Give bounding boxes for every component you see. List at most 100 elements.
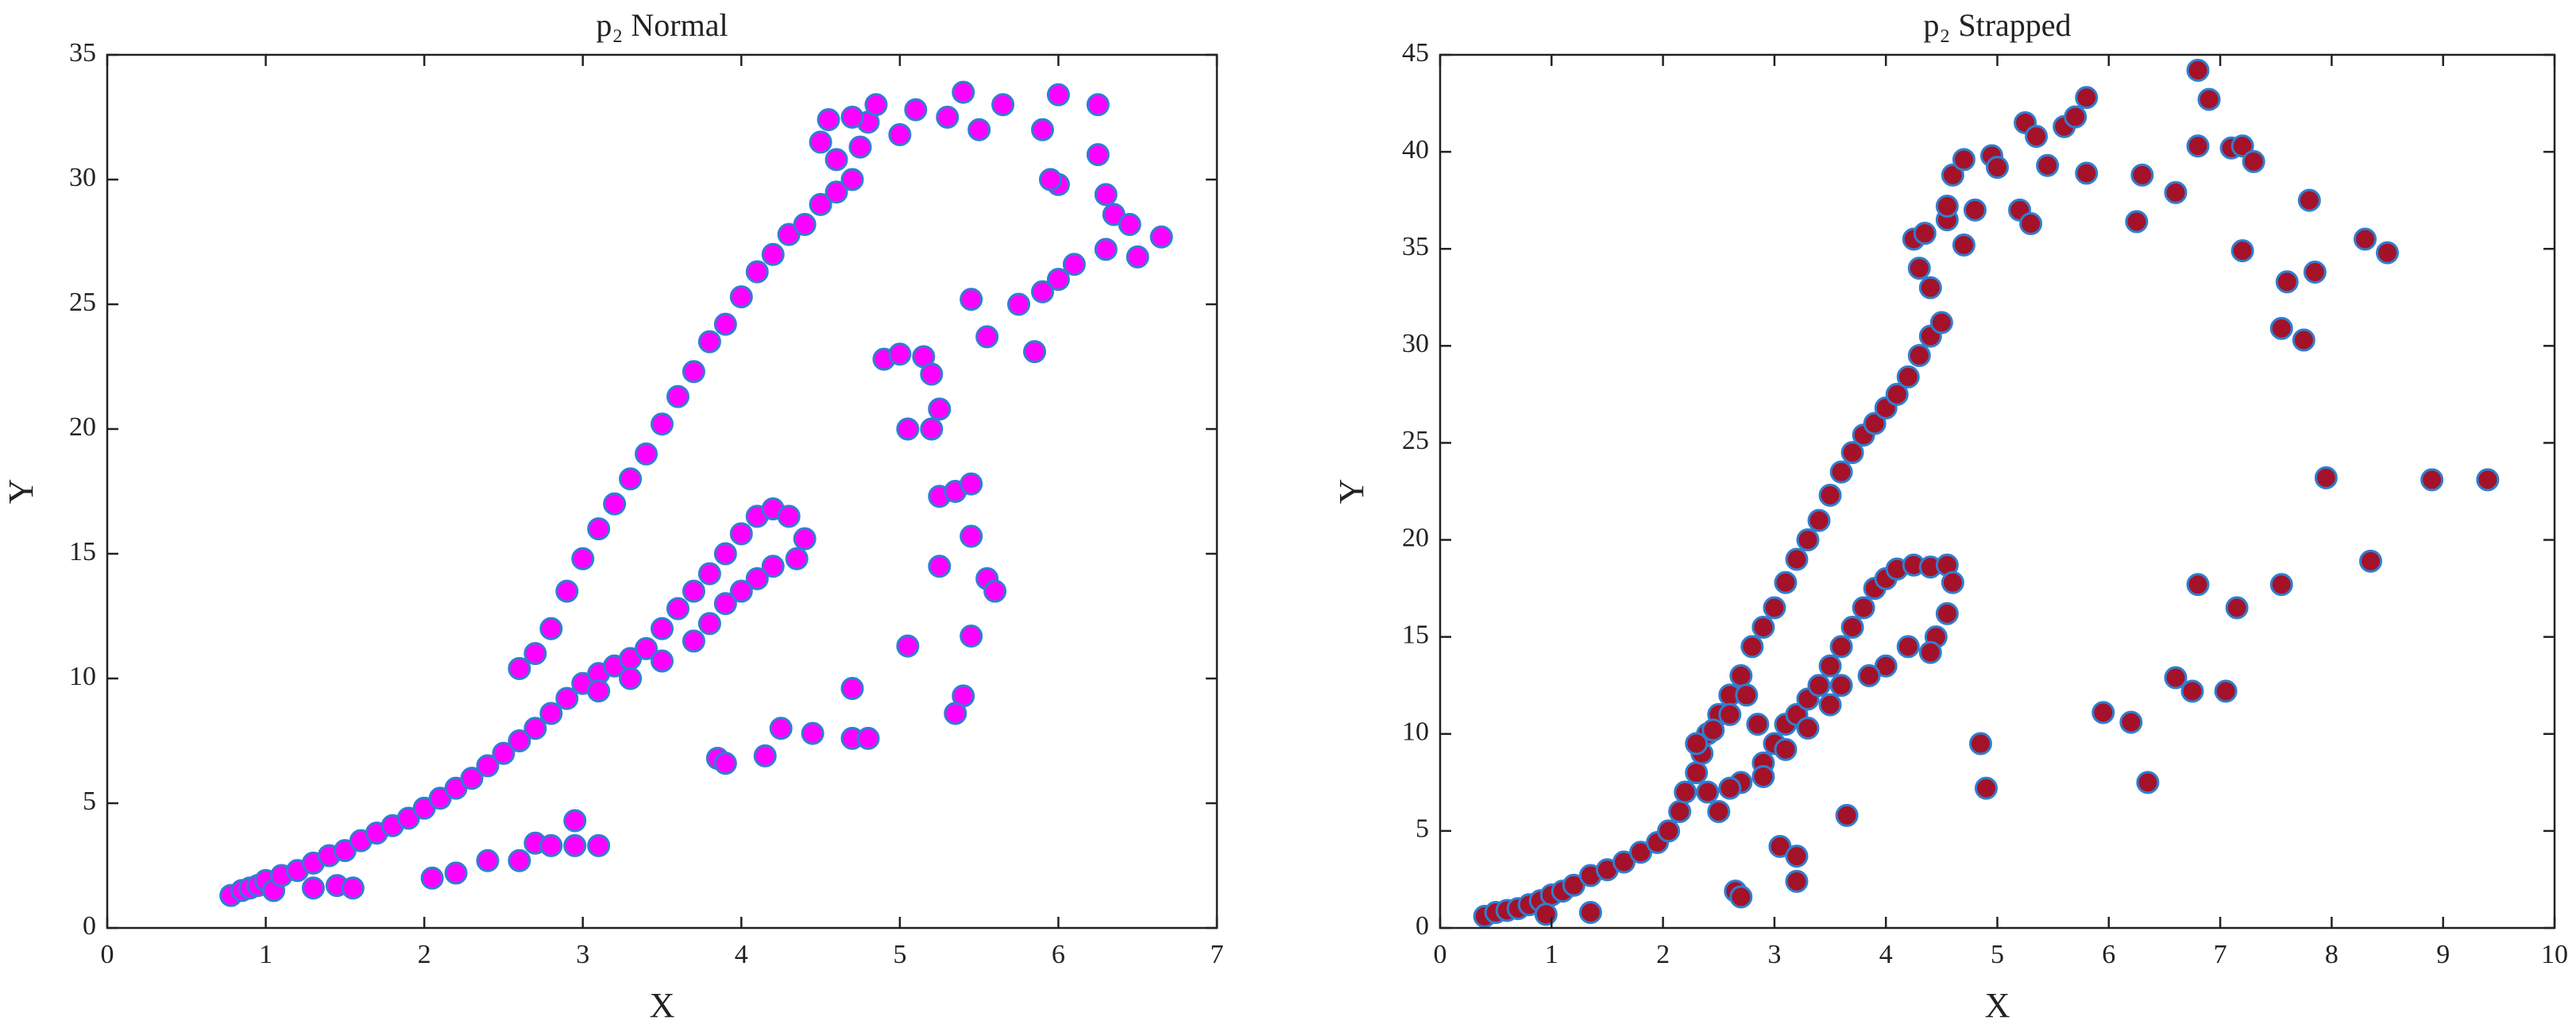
scatter-point	[2359, 549, 2383, 573]
scatter-point	[2476, 468, 2500, 492]
scatter-point	[967, 118, 991, 141]
scatter-point	[817, 108, 840, 132]
scatter-point	[920, 362, 944, 386]
scatter-point	[1718, 776, 1742, 800]
scatter-point	[1774, 570, 1798, 594]
scatter-point	[603, 492, 627, 516]
x-tick-label: 7	[1211, 940, 1224, 969]
scatter-point	[1126, 245, 1149, 269]
scatter-point	[936, 106, 960, 129]
y-tick-label: 10	[69, 662, 96, 691]
scatter-point	[809, 192, 832, 216]
y-tick-label: 35	[69, 38, 96, 68]
scatter-point	[856, 726, 880, 750]
scatter-point	[2064, 105, 2087, 129]
scatter-point	[840, 106, 864, 129]
scatter-point	[587, 679, 611, 703]
scatter-point	[1807, 508, 1831, 532]
scatter-point	[960, 288, 983, 311]
scatter-point	[1735, 683, 1759, 707]
scatter-point	[666, 597, 689, 620]
scatter-point	[619, 667, 643, 690]
scatter-point	[1829, 635, 1853, 659]
y-tick-label: 40	[1402, 135, 1429, 164]
scatter-point	[508, 729, 531, 752]
scatter-point	[1751, 765, 1775, 789]
scatter-point	[777, 504, 801, 528]
scatter-point	[713, 542, 737, 566]
scatter-point	[1974, 776, 1998, 800]
scatter-point	[651, 649, 674, 673]
scatter-point	[2376, 241, 2400, 265]
scatter-point	[1007, 292, 1031, 316]
scatter-point	[1852, 596, 1875, 620]
scatter-point	[1907, 257, 1931, 280]
x-axis-label: X	[1985, 986, 2010, 1025]
x-tick-label: 4	[735, 940, 748, 969]
scatter-point	[761, 242, 785, 266]
y-tick-label: 35	[1402, 232, 1429, 261]
x-tick-label: 8	[2325, 940, 2338, 969]
y-tick-label: 0	[83, 911, 96, 941]
scatter-point	[1046, 83, 1070, 106]
scatter-point	[682, 360, 705, 384]
scatter-point	[2353, 227, 2377, 251]
scatter-point	[2269, 316, 2293, 340]
scatter-point	[920, 417, 944, 441]
scatter-point	[1835, 803, 1859, 827]
scatter-point	[1086, 93, 1110, 117]
x-tick-label: 9	[2436, 940, 2450, 969]
scatter-point	[1818, 483, 1842, 507]
scatter-point	[619, 467, 643, 491]
scatter-point	[2091, 701, 2115, 725]
x-tick-label: 6	[1052, 940, 1065, 969]
scatter-point	[2036, 153, 2060, 177]
scatter-point	[2186, 134, 2210, 158]
scatter-point	[1729, 664, 1753, 688]
y-axis-label: Y	[1332, 479, 1371, 504]
scatter-point	[2019, 211, 2043, 235]
x-tick-label: 2	[418, 940, 431, 969]
scatter-point	[2180, 679, 2204, 703]
scatter-point	[1807, 674, 1831, 698]
y-tick-label: 30	[1402, 329, 1429, 358]
scatter-point	[571, 547, 595, 570]
scatter-point	[508, 849, 531, 872]
y-tick-label: 25	[1402, 426, 1429, 455]
y-tick-label: 45	[1402, 38, 1429, 68]
scatter-point	[2303, 261, 2327, 284]
y-tick-label: 30	[69, 163, 96, 192]
scatter-point	[508, 656, 531, 680]
scatter-point	[713, 592, 737, 616]
scatter-point	[896, 634, 920, 658]
scatter-point	[476, 754, 500, 778]
scatter-point	[1785, 869, 1809, 893]
scatter-point	[1918, 640, 1942, 664]
scatter-point	[587, 833, 611, 857]
scatter-point	[753, 744, 777, 767]
scatter-point	[1022, 340, 1046, 364]
scatter-point	[1746, 713, 1770, 736]
scatter-point	[1763, 596, 1786, 620]
scatter-point	[2420, 468, 2444, 492]
scatter-point	[1729, 885, 1753, 909]
scatter-point	[944, 702, 967, 725]
y-tick-label: 10	[1402, 717, 1429, 747]
scatter-point	[563, 833, 587, 857]
scatter-point	[896, 417, 920, 441]
scatter-point	[2275, 270, 2299, 294]
scatter-point	[2292, 328, 2315, 352]
y-tick-label: 20	[69, 412, 96, 442]
scatter-point	[1629, 841, 1653, 864]
scatter-point	[1963, 198, 1987, 222]
scatter-point	[492, 741, 516, 765]
scatter-point	[2230, 134, 2254, 158]
scatter-point	[682, 579, 705, 603]
scatter-point	[2186, 59, 2210, 83]
scatter-point	[745, 260, 769, 284]
scatter-point	[1986, 156, 2009, 180]
scatter-point	[769, 717, 793, 740]
scatter-point	[888, 342, 912, 366]
scatter-point	[651, 617, 674, 640]
